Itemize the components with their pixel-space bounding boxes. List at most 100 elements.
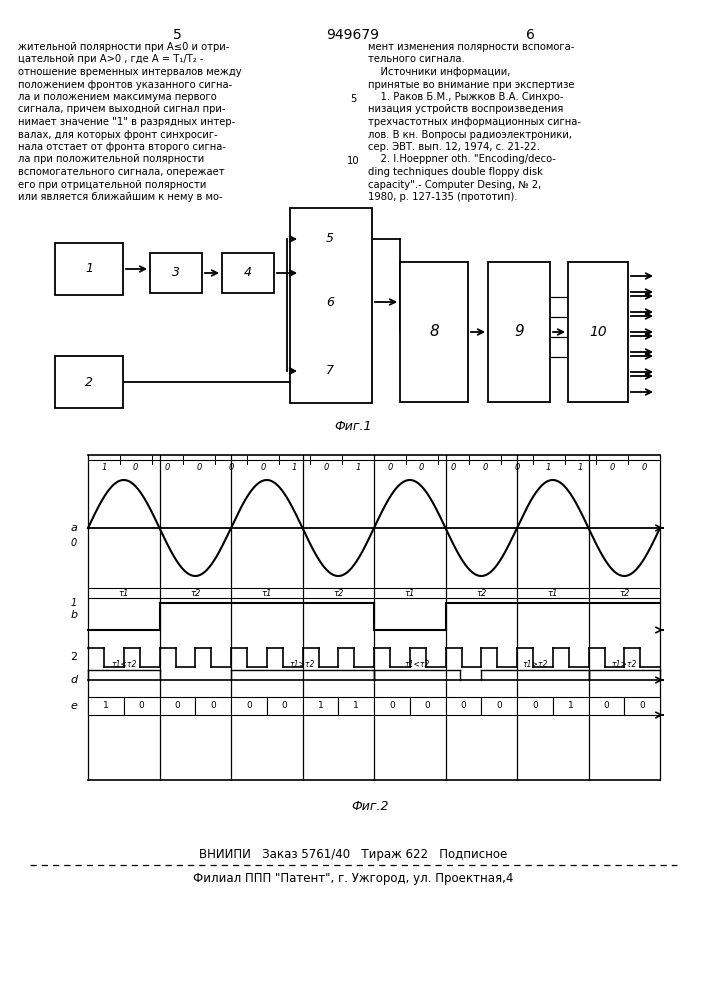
Text: 2. I.Hoeppner oth. "Encoding/deco-: 2. I.Hoeppner oth. "Encoding/deco- [368,154,556,164]
Text: d: d [71,675,78,685]
Bar [568,262,628,402]
Text: 0: 0 [514,463,520,472]
Bar [124,697,160,715]
Text: ВНИИПИ   Заказ 5761/40   Тираж 622   Подписное: ВНИИПИ Заказ 5761/40 Тираж 622 Подписное [199,848,507,861]
Bar [481,697,517,715]
Text: 1: 1 [568,702,573,710]
Bar [222,253,274,293]
Bar [445,697,481,715]
Text: 5: 5 [350,94,356,104]
Bar [410,697,445,715]
Text: 0: 0 [532,702,538,710]
Text: τ2: τ2 [476,588,486,597]
Text: 1: 1 [71,598,77,608]
Bar [195,697,231,715]
Bar [400,262,468,402]
Text: 6: 6 [525,28,534,42]
Bar [267,697,303,715]
Text: 0: 0 [425,702,431,710]
Bar [231,697,267,715]
Text: 9: 9 [514,324,524,340]
Text: 0: 0 [604,702,609,710]
Bar [517,697,553,715]
Text: 0: 0 [165,463,170,472]
Text: низация устройств воспроизведения: низация устройств воспроизведения [368,104,563,114]
Text: τ1: τ1 [119,588,129,597]
Text: τ2: τ2 [619,588,629,597]
Bar [338,697,374,715]
Text: 1: 1 [101,463,107,472]
Text: 0: 0 [210,702,216,710]
Text: τ1<τ2: τ1<τ2 [111,660,136,669]
Text: 0: 0 [260,463,265,472]
Text: 1: 1 [317,702,323,710]
Text: 1: 1 [85,262,93,275]
Text: жительной полярности при A≤0 и отри-: жительной полярности при A≤0 и отри- [18,42,229,52]
Text: 1980, p. 127-135 (прототип).: 1980, p. 127-135 (прототип). [368,192,518,202]
Text: сер. ЭВТ. вып. 12, 1974, с. 21-22.: сер. ЭВТ. вып. 12, 1974, с. 21-22. [368,142,540,152]
Bar [55,243,123,295]
Bar [624,697,660,715]
Text: τ1: τ1 [262,588,272,597]
Text: capacity".- Computer Desing, № 2,: capacity".- Computer Desing, № 2, [368,180,542,190]
Text: валах, для которых фронт синхросиг-: валах, для которых фронт синхросиг- [18,129,218,139]
Text: отношение временных интервалов между: отношение временных интервалов между [18,67,242,77]
Text: τ1>τ2: τ1>τ2 [522,660,547,669]
Text: 0: 0 [139,702,144,710]
Text: 0: 0 [246,702,252,710]
Text: нимает значение "1" в разрядных интер-: нимает значение "1" в разрядных интер- [18,117,235,127]
Text: a: a [71,523,78,533]
Text: 0: 0 [282,702,288,710]
Text: принятые во внимание при экспертизе: принятые во внимание при экспертизе [368,80,575,90]
Text: 1: 1 [578,463,583,472]
Bar [300,350,360,392]
Text: τ1: τ1 [547,588,558,597]
Text: 0: 0 [483,463,488,472]
Text: 0: 0 [609,463,615,472]
Text: 0: 0 [639,702,645,710]
Bar [300,218,360,260]
Text: ding techniques double floppy disk: ding techniques double floppy disk [368,167,543,177]
Bar [88,697,124,715]
Text: τ2: τ2 [190,588,201,597]
Text: ла при положительной полярности: ла при положительной полярности [18,154,204,164]
Bar [303,697,338,715]
Bar [374,697,410,715]
Bar [588,697,624,715]
Text: положением фронтов указанного сигна-: положением фронтов указанного сигна- [18,80,233,90]
Text: сигнала, причем выходной сигнал при-: сигнала, причем выходной сигнал при- [18,104,226,114]
Text: τ1>τ2: τ1>τ2 [290,660,315,669]
Text: 6: 6 [326,296,334,308]
Text: 1: 1 [292,463,297,472]
Bar [300,280,360,324]
Bar [553,697,588,715]
Text: Филиал ППП "Патент", г. Ужгород, ул. Проектная,4: Филиал ППП "Патент", г. Ужгород, ул. Про… [193,872,513,885]
Text: 10: 10 [589,325,607,339]
Text: трехчастотных информационных сигна-: трехчастотных информационных сигна- [368,117,581,127]
Bar [488,262,550,402]
Text: 0: 0 [389,702,395,710]
Text: 0: 0 [71,538,77,548]
Text: 0: 0 [496,702,502,710]
Text: 8: 8 [429,324,439,340]
Text: 0: 0 [133,463,139,472]
Text: цательной при A>0 , где A = T₁/T₂ -: цательной при A>0 , где A = T₁/T₂ - [18,54,204,64]
Text: 0: 0 [451,463,456,472]
Text: 5: 5 [326,232,334,245]
Text: или является ближайшим к нему в мо-: или является ближайшим к нему в мо- [18,192,223,202]
Text: 1: 1 [546,463,551,472]
Text: 949679: 949679 [327,28,380,42]
Text: 0: 0 [197,463,202,472]
Text: τ1: τ1 [404,588,415,597]
Text: 1: 1 [354,702,359,710]
Text: 7: 7 [326,364,334,377]
Text: 2: 2 [71,652,78,662]
Bar [290,208,372,403]
Bar [55,356,123,408]
Bar [150,253,202,293]
Text: b: b [71,610,78,620]
Text: τ1>τ2: τ1>τ2 [612,660,637,669]
Text: 0: 0 [228,463,234,472]
Text: e: e [71,701,78,711]
Text: 5: 5 [173,28,182,42]
